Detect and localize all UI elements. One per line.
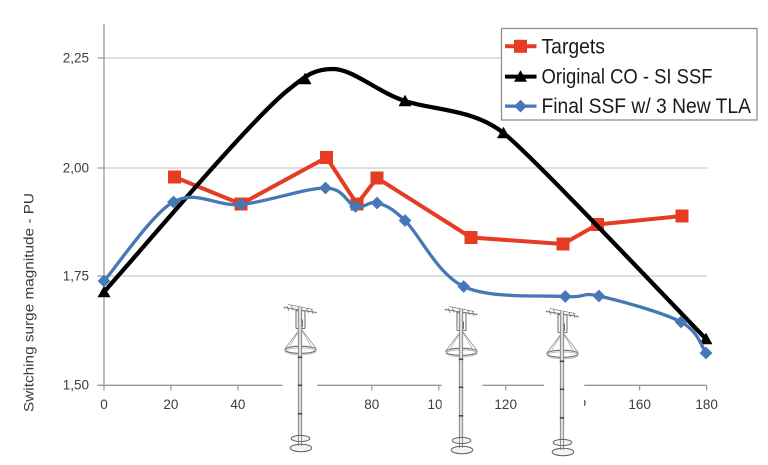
svg-text:0: 0 xyxy=(100,397,108,412)
svg-text:Original CO - SI SSF: Original CO - SI SSF xyxy=(542,66,713,89)
svg-text:1,50: 1,50 xyxy=(63,378,89,393)
svg-text:20: 20 xyxy=(163,397,178,412)
svg-text:Final SSF w/ 3 New TLA: Final SSF w/ 3 New TLA xyxy=(542,95,752,118)
svg-text:180: 180 xyxy=(695,397,718,412)
svg-text:80: 80 xyxy=(364,397,379,412)
svg-text:Targets: Targets xyxy=(542,35,606,58)
svg-text:120: 120 xyxy=(494,397,517,412)
svg-text:2,25: 2,25 xyxy=(63,51,89,66)
svg-text:40: 40 xyxy=(230,397,245,412)
svg-text:Switching surge magnitude - PU: Switching surge magnitude - PU xyxy=(22,193,37,412)
svg-text:2,00: 2,00 xyxy=(63,161,89,176)
svg-text:160: 160 xyxy=(628,397,651,412)
svg-text:1,75: 1,75 xyxy=(63,269,89,284)
